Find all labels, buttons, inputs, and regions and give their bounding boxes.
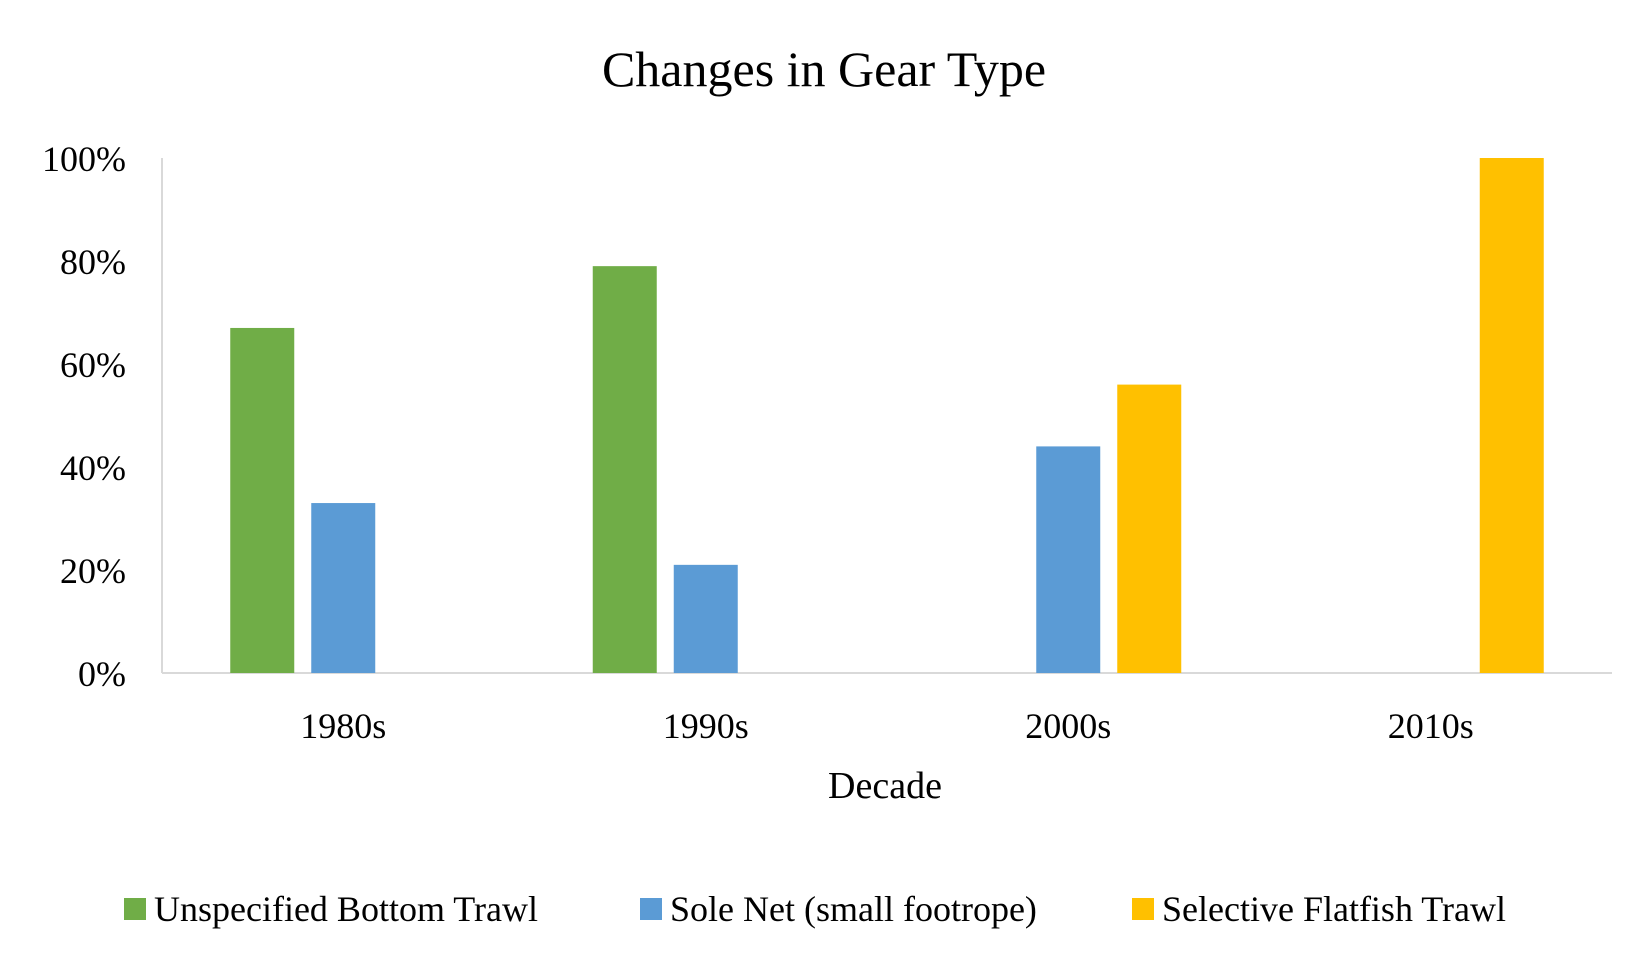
legend-label: Unspecified Bottom Trawl bbox=[154, 889, 538, 929]
bar bbox=[1479, 158, 1544, 673]
bars bbox=[230, 158, 1544, 673]
bar bbox=[673, 564, 738, 673]
y-tick-label: 0% bbox=[78, 654, 126, 694]
x-axis-ticks: 1980s 1990s 2000s 2010s bbox=[300, 706, 1474, 746]
bar bbox=[311, 503, 376, 673]
legend-label: Sole Net (small footrope) bbox=[670, 889, 1037, 929]
y-tick-label: 80% bbox=[60, 242, 126, 282]
legend-swatch bbox=[640, 898, 662, 920]
bar bbox=[1117, 384, 1182, 673]
chart-title: Changes in Gear Type bbox=[602, 41, 1046, 97]
x-tick-label: 1990s bbox=[663, 706, 749, 746]
x-tick-label: 2010s bbox=[1388, 706, 1474, 746]
legend: Unspecified Bottom Trawl Sole Net (small … bbox=[124, 889, 1506, 929]
bar bbox=[1036, 446, 1101, 673]
bar bbox=[592, 266, 657, 673]
bar bbox=[230, 327, 295, 673]
y-tick-label: 20% bbox=[60, 551, 126, 591]
x-tick-label: 1980s bbox=[300, 706, 386, 746]
y-tick-label: 60% bbox=[60, 345, 126, 385]
y-tick-label: 100% bbox=[42, 139, 126, 179]
legend-label: Selective Flatfish Trawl bbox=[1162, 889, 1506, 929]
y-tick-label: 40% bbox=[60, 448, 126, 488]
x-tick-label: 2000s bbox=[1025, 706, 1111, 746]
legend-swatch bbox=[1132, 898, 1154, 920]
legend-swatch bbox=[124, 898, 146, 920]
y-axis-ticks: 0% 20% 40% 60% 80% 100% bbox=[42, 139, 126, 694]
x-axis-title: Decade bbox=[828, 765, 942, 807]
